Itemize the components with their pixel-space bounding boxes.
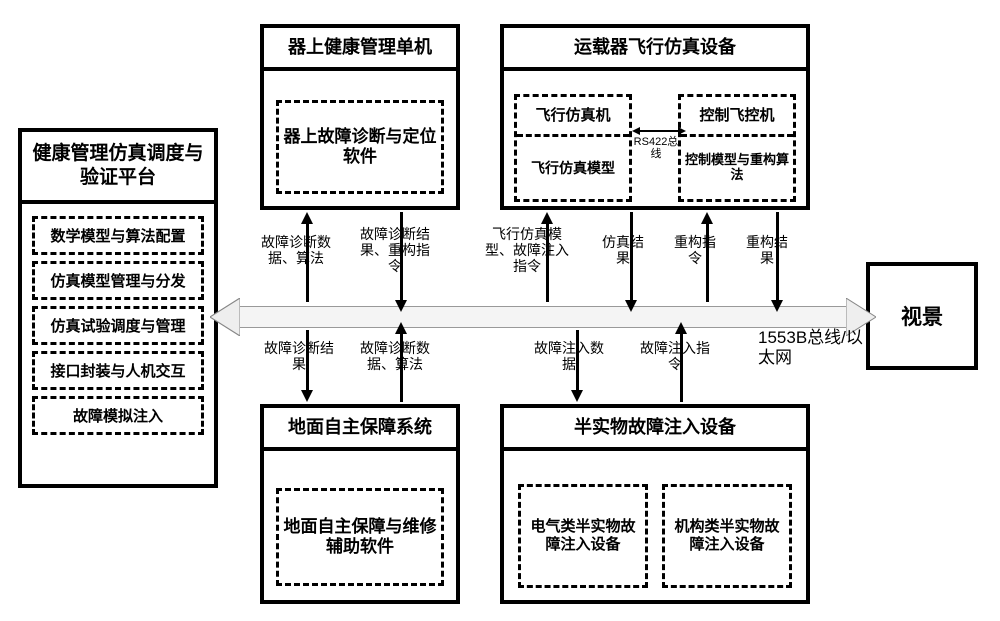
arrow-a1-label: 故障诊断数据、算法 bbox=[258, 234, 334, 266]
arrow-a3-label: 故障诊断结果 bbox=[264, 340, 334, 372]
arrow-a5-label: 飞行仿真模型、故障注入指令 bbox=[480, 226, 574, 274]
arrow-a2-label: 故障诊断结果、重构指令 bbox=[354, 226, 436, 274]
onboard-title: 器上健康管理单机 bbox=[264, 28, 456, 71]
carrier-box: 运载器飞行仿真设备 飞行仿真机 飞行仿真模型 控制飞控机 控制模型与重构算法 R… bbox=[500, 24, 810, 210]
hil-right: 机构类半实物故障注入设备 bbox=[662, 484, 792, 588]
carrier-left-top: 飞行仿真机 bbox=[517, 97, 629, 137]
platform-item-3: 接口封装与人机交互 bbox=[32, 351, 204, 390]
hil-left: 电气类半实物故障注入设备 bbox=[518, 484, 648, 588]
arrow-a8-label: 重构结果 bbox=[742, 234, 792, 266]
hil-title: 半实物故障注入设备 bbox=[504, 408, 806, 451]
arrow-a6-label: 仿真结果 bbox=[598, 234, 648, 266]
arrow-a9-label: 故障注入数据 bbox=[534, 340, 604, 372]
bus-arrow-left bbox=[210, 298, 240, 336]
hil-box: 半实物故障注入设备 电气类半实物故障注入设备 机构类半实物故障注入设备 bbox=[500, 404, 810, 604]
carrier-right-bottom: 控制模型与重构算法 bbox=[681, 137, 793, 199]
platform-item-0: 数学模型与算法配置 bbox=[32, 216, 204, 255]
carrier-title: 运载器飞行仿真设备 bbox=[504, 28, 806, 71]
bus-track bbox=[236, 306, 850, 328]
arrow-a7-label: 重构指令 bbox=[670, 234, 720, 266]
ground-box: 地面自主保障系统 地面自主保障与维修辅助软件 bbox=[260, 404, 460, 604]
platform-item-1: 仿真模型管理与分发 bbox=[32, 261, 204, 300]
bus-label-text: 1553B总线/以太网 bbox=[758, 328, 863, 367]
carrier-right-group: 控制飞控机 控制模型与重构算法 bbox=[678, 94, 796, 202]
onboard-inner: 器上故障诊断与定位软件 bbox=[276, 100, 444, 194]
ground-title: 地面自主保障系统 bbox=[264, 408, 456, 451]
carrier-rs422-label: RS422总线 bbox=[633, 136, 679, 160]
scene-label: 视景 bbox=[901, 301, 943, 331]
ground-inner: 地面自主保障与维修辅助软件 bbox=[276, 488, 444, 586]
scene-box: 视景 bbox=[866, 262, 978, 370]
carrier-right-top: 控制飞控机 bbox=[681, 97, 793, 137]
bus-label: 1553B总线/以太网 bbox=[758, 328, 868, 369]
platform-item-2: 仿真试验调度与管理 bbox=[32, 306, 204, 345]
carrier-rs422-text: RS422总线 bbox=[634, 136, 679, 160]
platform-title: 健康管理仿真调度与验证平台 bbox=[22, 132, 214, 204]
arrow-a4-label: 故障诊断数据、算法 bbox=[354, 340, 436, 372]
platform-item-4: 故障模拟注入 bbox=[32, 396, 204, 435]
platform-items: 数学模型与算法配置 仿真模型管理与分发 仿真试验调度与管理 接口封装与人机交互 … bbox=[22, 204, 214, 435]
arrow-a10-label: 故障注入指令 bbox=[640, 340, 710, 372]
carrier-left-bottom: 飞行仿真模型 bbox=[517, 137, 629, 199]
carrier-left-group: 飞行仿真机 飞行仿真模型 bbox=[514, 94, 632, 202]
onboard-box: 器上健康管理单机 器上故障诊断与定位软件 bbox=[260, 24, 460, 210]
platform-box: 健康管理仿真调度与验证平台 数学模型与算法配置 仿真模型管理与分发 仿真试验调度… bbox=[18, 128, 218, 488]
